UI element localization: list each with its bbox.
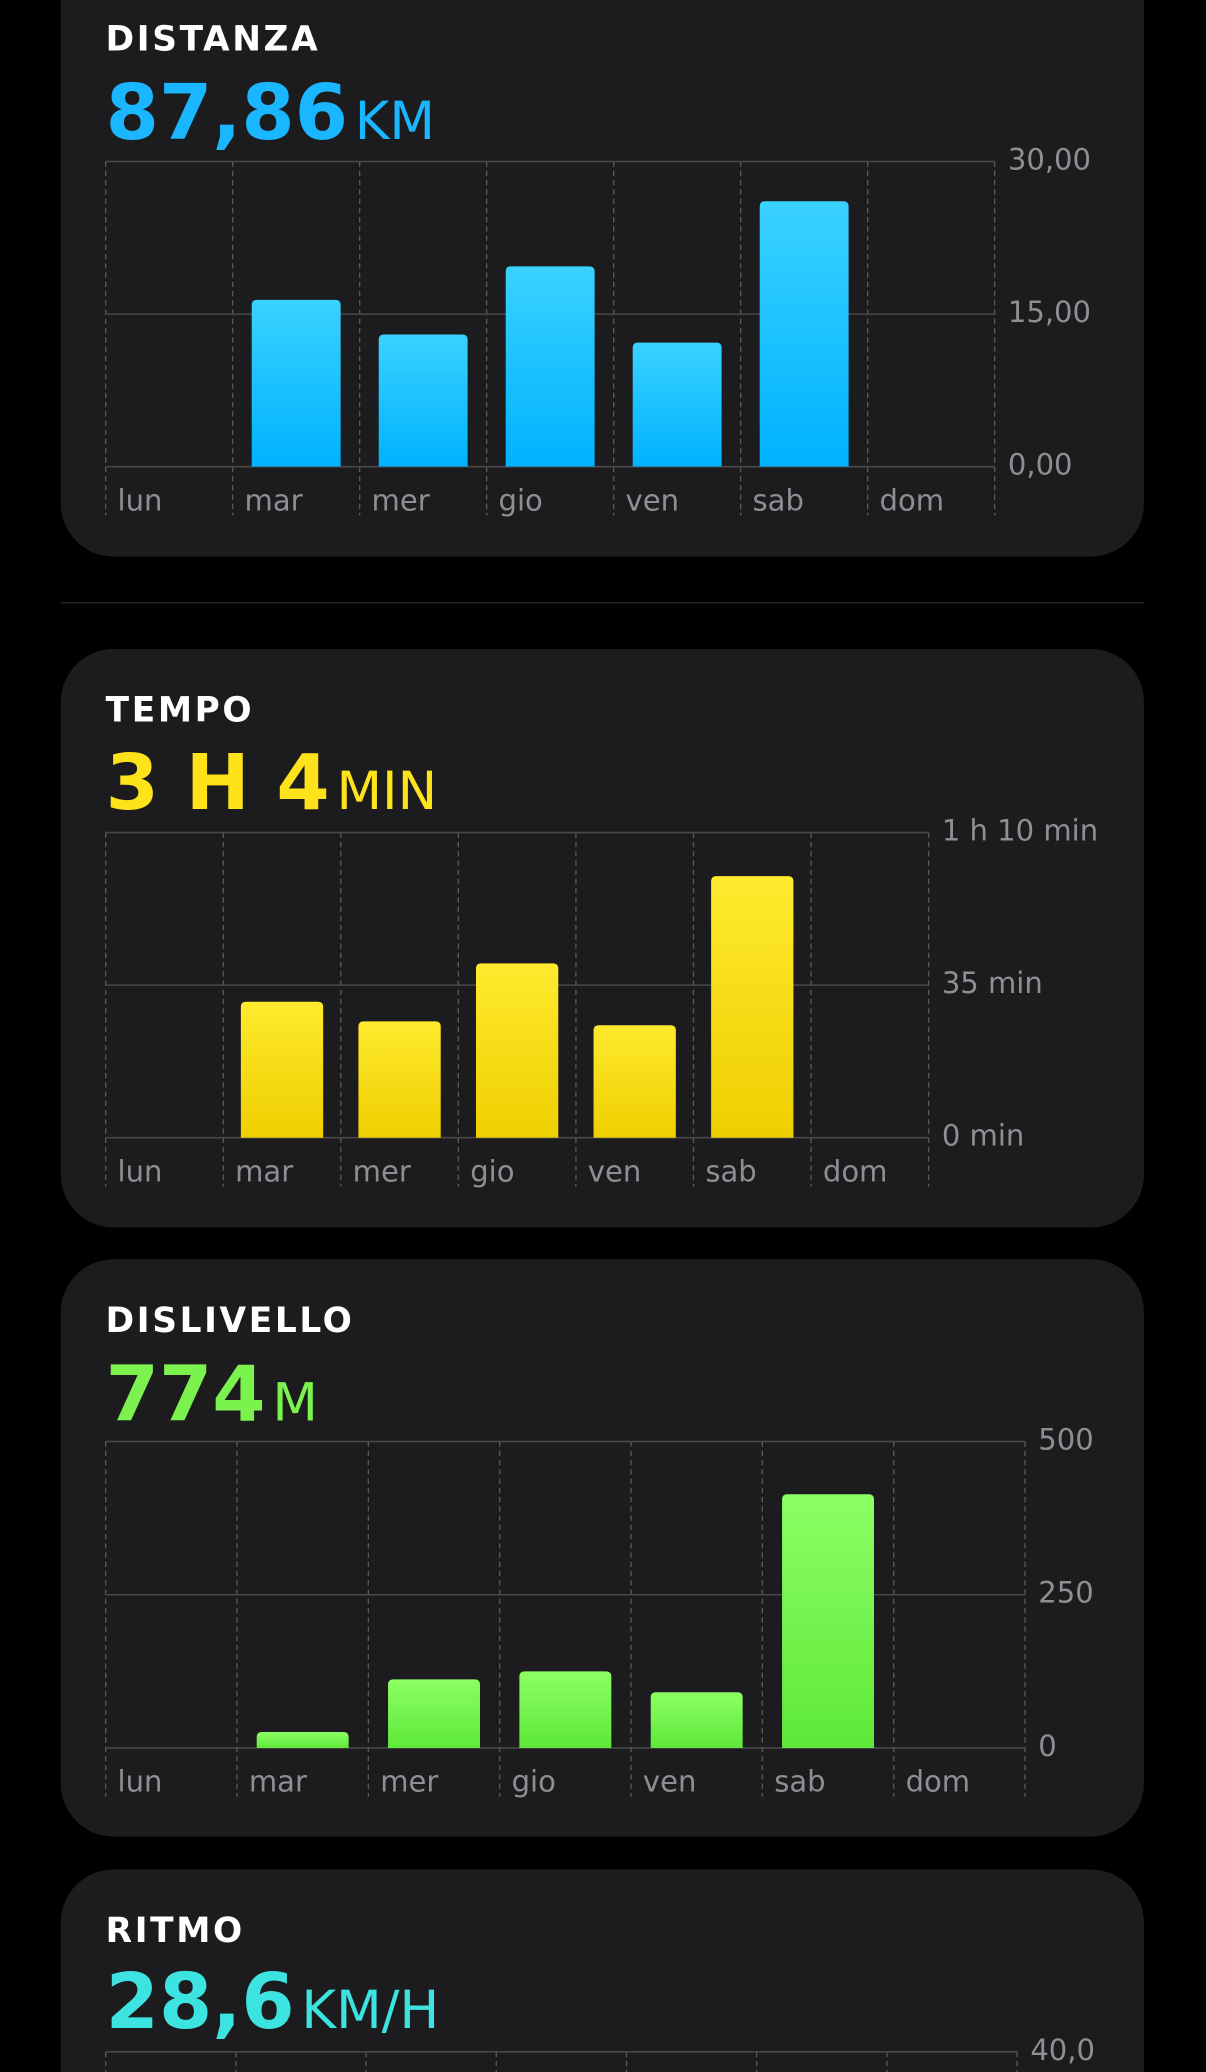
card-title: DISLIVELLO [106, 1301, 355, 1341]
bar [256, 1732, 349, 1748]
x-tick-label: sab [753, 483, 804, 517]
x-tick-label: mer [380, 1765, 438, 1799]
y-tick-label: 250 [1038, 1576, 1093, 1610]
bar [378, 334, 468, 467]
bar [475, 963, 559, 1138]
summary-number: 87,86 [106, 69, 348, 158]
summary-value: 774 M [106, 1350, 318, 1439]
summary-value: 3 H 4 MIN [106, 739, 437, 828]
bar [388, 1679, 480, 1748]
bar [505, 266, 595, 467]
bar [759, 201, 849, 467]
y-tick-label: 500 [1038, 1423, 1093, 1457]
summary-value: 28,6 KM/H [106, 1958, 439, 2047]
x-tick-label: ven [588, 1154, 641, 1188]
bar [519, 1671, 612, 1748]
x-tick-label: dom [823, 1154, 888, 1188]
summary-unit: KM/H [301, 1980, 439, 2041]
bar [632, 342, 722, 467]
summary-number: 28,6 [106, 1958, 295, 2047]
bar [711, 876, 794, 1138]
bar [240, 1001, 324, 1138]
y-tick-label: 40,0 [1030, 2033, 1095, 2067]
y-tick-label: 1 h 10 min [942, 814, 1098, 848]
y-tick-label: 35 min [942, 966, 1043, 1000]
bar [782, 1494, 874, 1748]
x-tick-label: ven [643, 1765, 696, 1799]
card [60, 1259, 1144, 1837]
x-tick-label: sab [705, 1154, 756, 1188]
summary-unit: M [272, 1372, 318, 1433]
y-tick-label: 0,00 [1008, 448, 1073, 482]
card [60, 1869, 1144, 2072]
card-title: TEMPO [106, 691, 255, 731]
x-tick-label: mar [245, 483, 303, 517]
card-title: DISTANZA [106, 20, 321, 60]
summary-value: 87,86 KM [106, 69, 435, 158]
y-tick-label: 0 min [942, 1119, 1024, 1153]
x-tick-label: gio [512, 1765, 556, 1799]
x-tick-label: ven [626, 483, 679, 517]
summary-unit: MIN [336, 761, 437, 822]
x-tick-label: gio [499, 483, 543, 517]
x-tick-label: mer [372, 483, 430, 517]
bar [650, 1692, 743, 1748]
x-tick-label: mer [353, 1154, 411, 1188]
summary-unit: KM [355, 91, 435, 152]
bar [358, 1021, 441, 1138]
bar [251, 299, 341, 467]
x-tick-label: mar [235, 1154, 293, 1188]
x-tick-label: lun [118, 1765, 163, 1799]
x-tick-label: sab [774, 1765, 825, 1799]
x-tick-label: dom [906, 1765, 971, 1799]
x-tick-label: mar [249, 1765, 307, 1799]
x-tick-label: lun [118, 483, 163, 517]
summary-number: 774 [106, 1350, 266, 1439]
y-tick-label: 0 [1038, 1729, 1056, 1763]
summary-number: 3 H 4 [106, 739, 330, 828]
x-tick-label: gio [470, 1154, 514, 1188]
y-tick-label: 30,00 [1008, 143, 1091, 177]
card [60, 648, 1144, 1228]
bar [593, 1025, 676, 1138]
card-title: RITMO [106, 1911, 245, 1951]
x-tick-label: lun [118, 1154, 163, 1188]
x-tick-label: dom [880, 483, 945, 517]
y-tick-label: 15,00 [1008, 295, 1091, 329]
